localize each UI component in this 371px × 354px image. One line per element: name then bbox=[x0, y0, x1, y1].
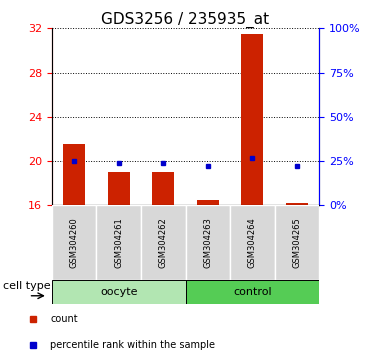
Text: GSM304265: GSM304265 bbox=[292, 217, 301, 268]
Bar bbox=[230, 205, 275, 280]
Text: percentile rank within the sample: percentile rank within the sample bbox=[50, 340, 215, 350]
Text: GSM304260: GSM304260 bbox=[70, 217, 79, 268]
Bar bbox=[186, 280, 319, 304]
Text: GSM304263: GSM304263 bbox=[203, 217, 212, 268]
Text: GSM304261: GSM304261 bbox=[114, 217, 123, 268]
Bar bbox=[275, 205, 319, 280]
Bar bbox=[197, 200, 219, 205]
Text: cell type: cell type bbox=[3, 281, 50, 291]
Text: GSM304262: GSM304262 bbox=[159, 217, 168, 268]
Text: oocyte: oocyte bbox=[100, 287, 138, 297]
Bar bbox=[286, 203, 308, 205]
Text: GSM304264: GSM304264 bbox=[248, 217, 257, 268]
Text: count: count bbox=[50, 314, 78, 325]
Bar bbox=[241, 34, 263, 205]
Bar bbox=[96, 205, 141, 280]
Bar bbox=[186, 205, 230, 280]
Bar bbox=[141, 205, 186, 280]
Bar bbox=[52, 205, 96, 280]
Text: control: control bbox=[233, 287, 272, 297]
Bar bbox=[63, 144, 85, 205]
Bar bbox=[108, 172, 130, 205]
Bar bbox=[52, 280, 186, 304]
Bar bbox=[152, 172, 174, 205]
Title: GDS3256 / 235935_at: GDS3256 / 235935_at bbox=[101, 12, 270, 28]
